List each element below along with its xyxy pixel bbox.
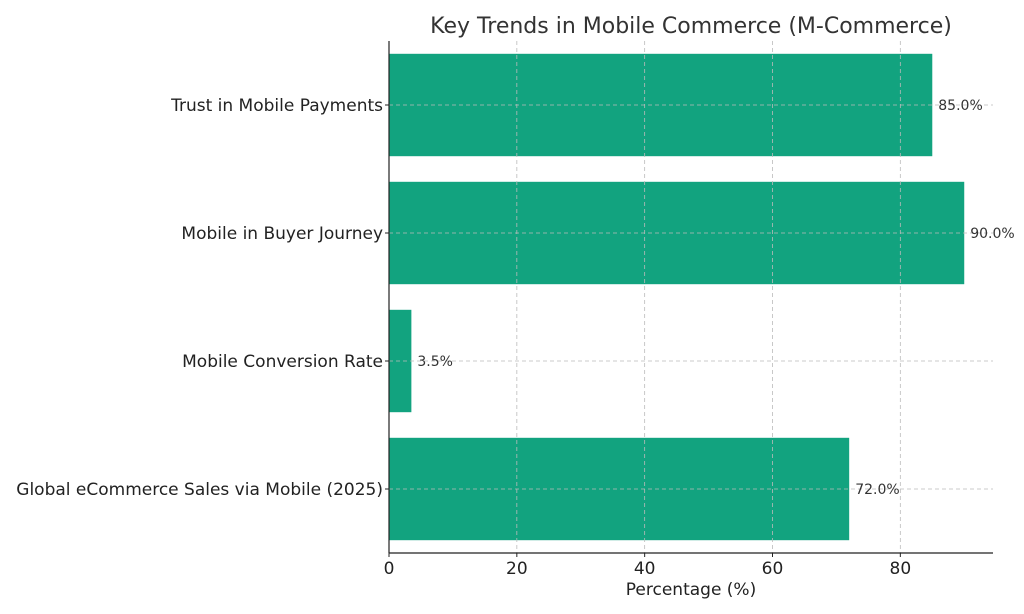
data-label: 3.5% (417, 354, 453, 370)
chart-title: Key Trends in Mobile Commerce (M-Commerc… (430, 14, 952, 39)
x-tick-label: 60 (762, 559, 784, 579)
y-tick-label: Global eCommerce Sales via Mobile (2025) (16, 480, 383, 500)
y-tick-label: Mobile in Buyer Journey (181, 224, 383, 244)
x-tick-label: 80 (890, 559, 912, 579)
x-tick-label: 40 (634, 559, 656, 579)
x-tick-label: 0 (384, 559, 395, 579)
bar (389, 437, 850, 541)
y-tick-label: Trust in Mobile Payments (170, 96, 383, 116)
data-label: 85.0% (938, 98, 982, 114)
x-tick-label: 20 (506, 559, 528, 579)
bar (389, 309, 412, 413)
y-tick-label: Mobile Conversion Rate (182, 352, 383, 372)
x-axis-label: Percentage (%) (626, 580, 756, 600)
data-label: 72.0% (855, 482, 899, 498)
data-label: 90.0% (970, 226, 1014, 242)
bar (389, 53, 933, 157)
